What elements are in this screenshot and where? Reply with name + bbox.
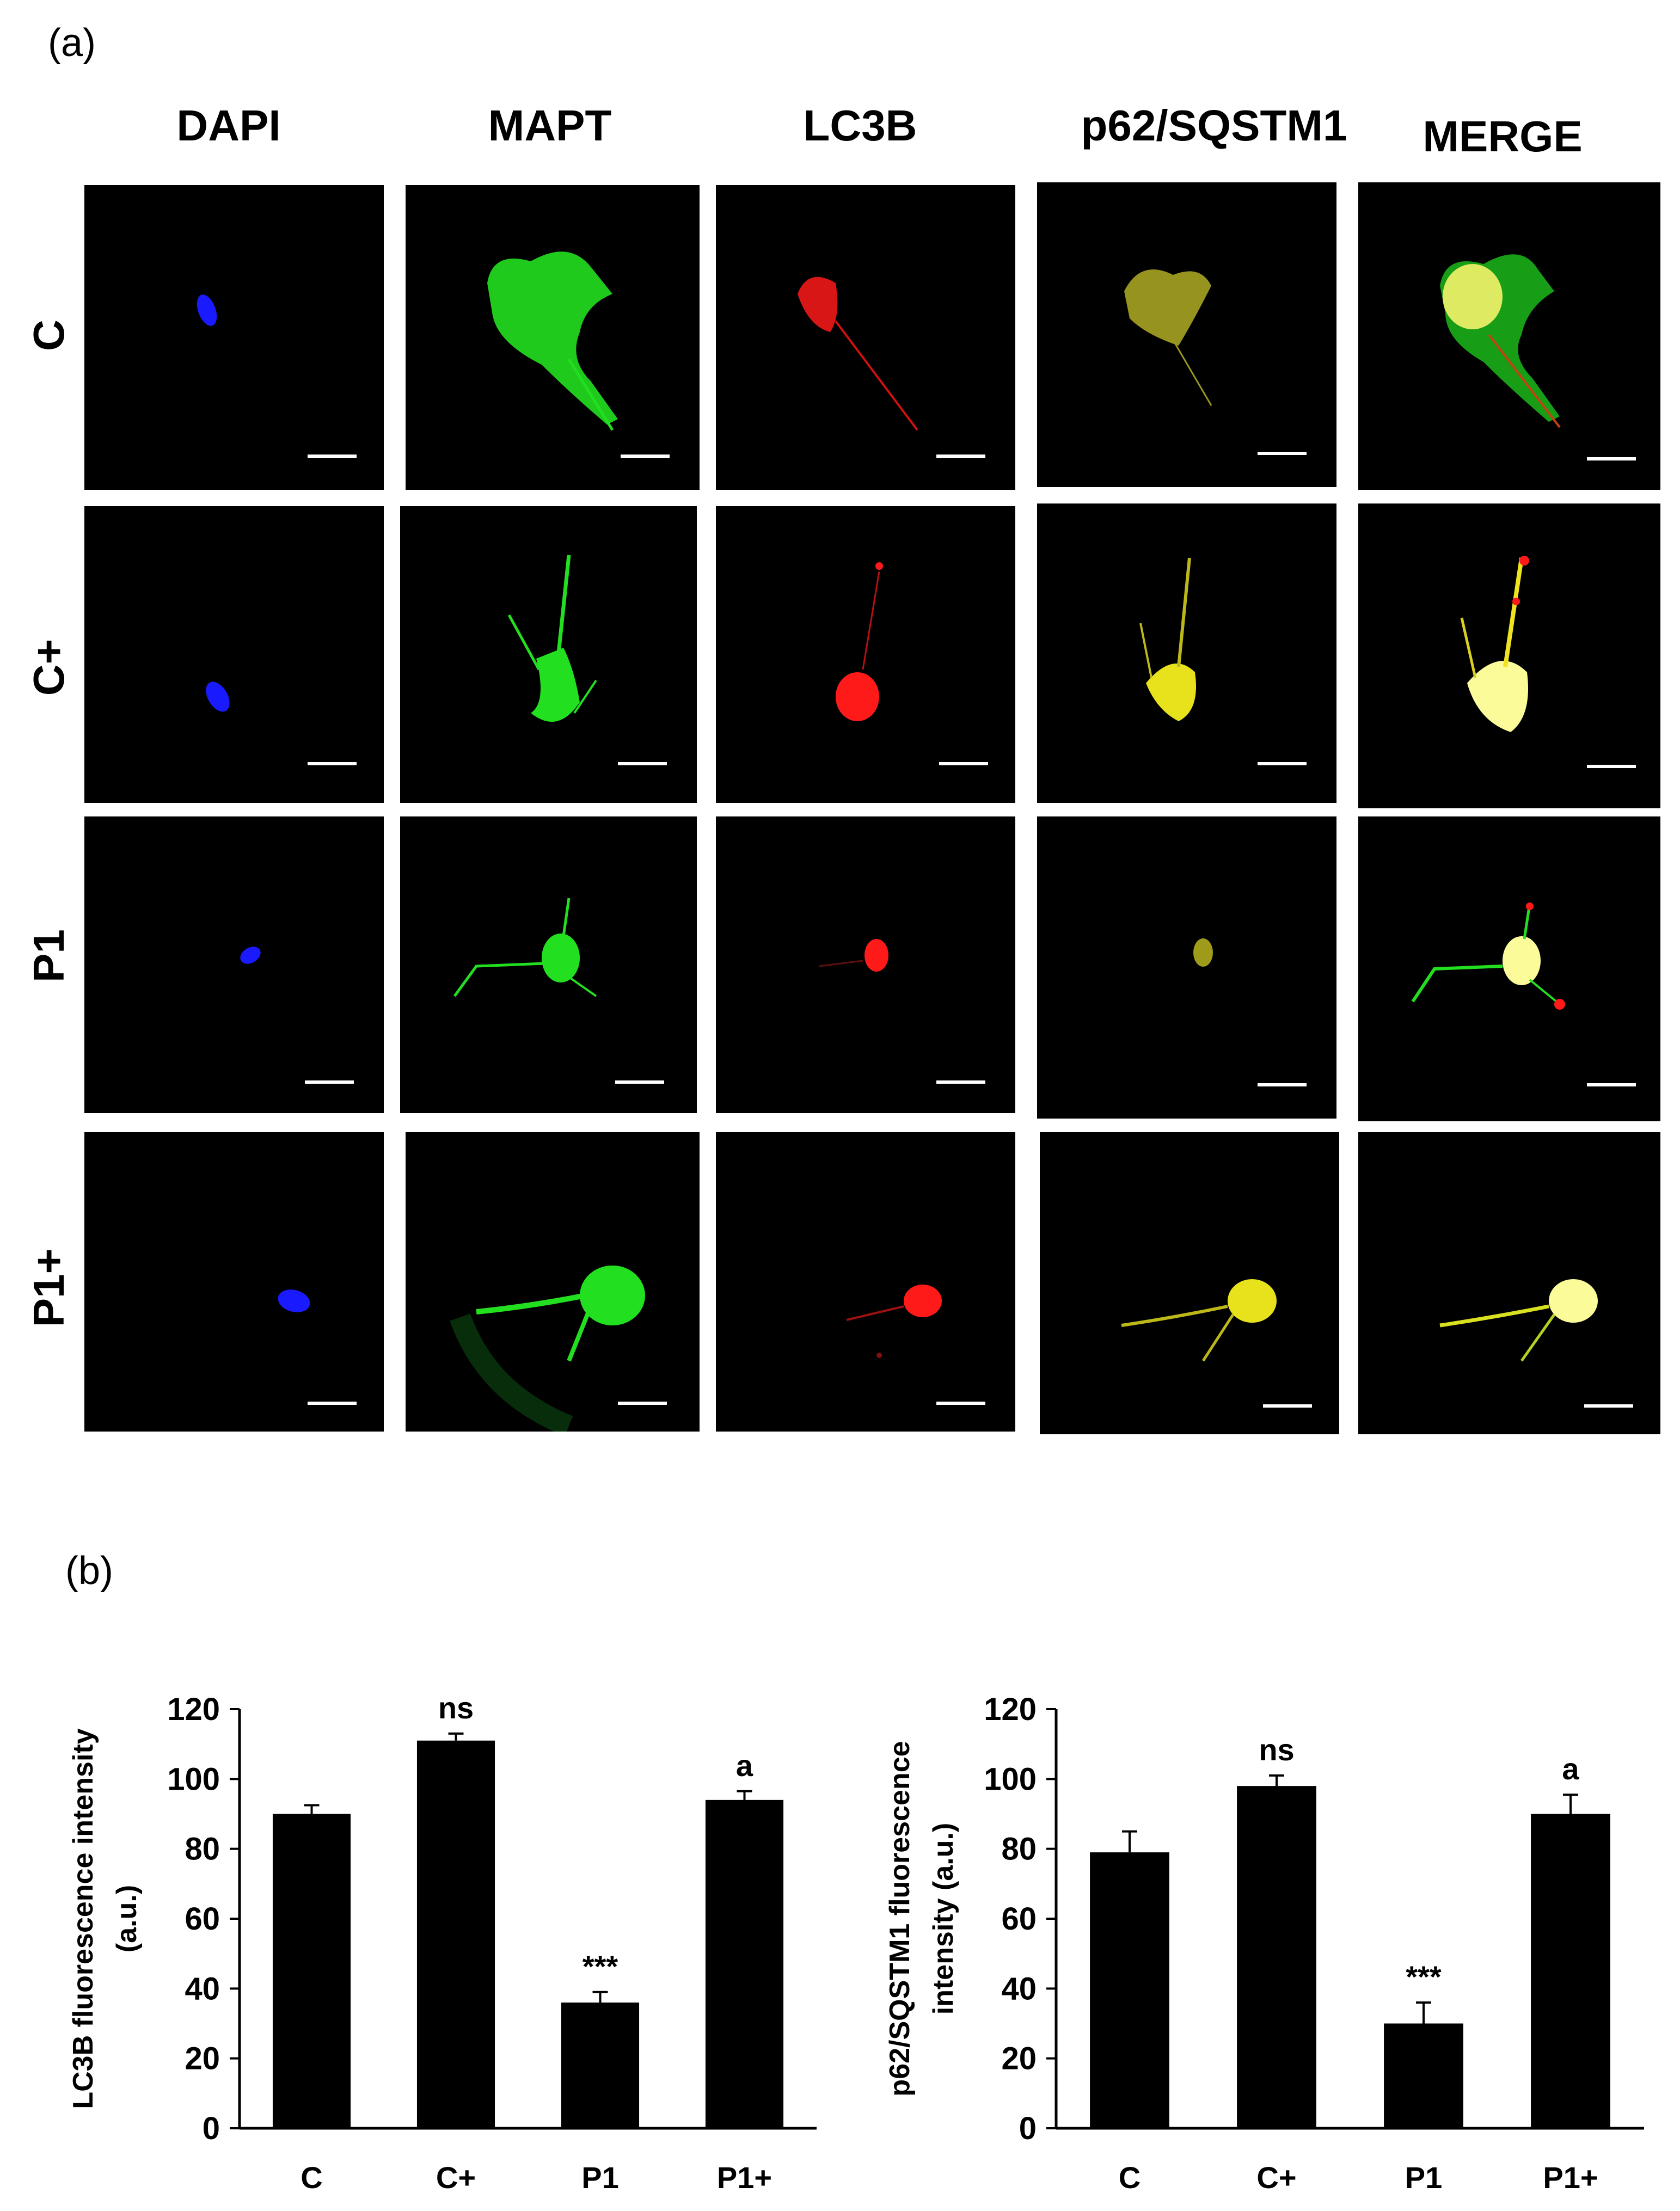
row-header-c-plus: C+ [24, 638, 73, 696]
image-p1-plus-merge [1358, 1132, 1660, 1434]
y-tick-label: 60 [185, 1901, 220, 1937]
image-p1-merge [1358, 816, 1660, 1121]
y-tick-label: 60 [1001, 1901, 1037, 1937]
column-header-merge: MERGE [1423, 112, 1583, 161]
x-tick-label: P1+ [1543, 2160, 1598, 2195]
bar [1237, 1786, 1316, 2128]
image-c-plus-p62 [1037, 503, 1336, 803]
column-header-p62: p62/SQSTM1 [1081, 101, 1347, 150]
y-tick-label: 40 [185, 1971, 220, 2006]
row-header-p1: P1 [24, 929, 73, 982]
image-p1-plus-dapi [84, 1132, 384, 1432]
image-c-p62 [1037, 182, 1336, 487]
image-p1-p62 [1037, 816, 1336, 1119]
significance-label: ns [1259, 1733, 1294, 1767]
image-c-plus-merge [1358, 503, 1660, 808]
y-tick-label: 40 [1001, 1971, 1037, 2006]
image-c-dapi [84, 185, 384, 490]
image-p1-plus-mapt [406, 1132, 700, 1432]
image-c-plus-mapt [400, 506, 697, 803]
y-axis-label-line2: (a.u.) [111, 1885, 143, 1952]
y-tick-label: 80 [1001, 1832, 1037, 1867]
chart-lc3b: 0 20 40 60 80 100 120 LC3B fluorescence intensi… [54, 1676, 838, 2210]
x-tick-label: C+ [1256, 2160, 1296, 2195]
image-c-merge [1358, 182, 1660, 490]
bar [1384, 2023, 1463, 2128]
column-header-dapi: DAPI [176, 101, 281, 150]
y-axis-label: LC3B fluorescence intensity (a.u.) [68, 1728, 143, 2109]
bar [1531, 1814, 1610, 2128]
y-tick-label: 120 [984, 1692, 1037, 1727]
y-axis-label-line1: LC3B fluorescence intensity [68, 1728, 99, 2109]
y-tick-label: 100 [984, 1761, 1037, 1797]
y-tick-label: 80 [185, 1832, 220, 1867]
column-header-lc3b: LC3B [803, 101, 917, 150]
image-c-lc3b [716, 185, 1015, 490]
significance-label: a [736, 1748, 753, 1783]
bar [1090, 1852, 1169, 2128]
significance-label: *** [583, 1949, 618, 1983]
chart-p62-svg: 0 20 40 60 80 100 120 p62/SQSTM1 fluorescence in… [884, 1692, 1644, 2195]
x-tick-label: C+ [436, 2160, 476, 2195]
x-tick-label: P1 [581, 2160, 619, 2195]
significance-label: *** [1406, 1960, 1442, 1994]
panel-a-label: (a) [48, 21, 96, 65]
image-p1-lc3b [716, 816, 1015, 1113]
column-header-mapt: MAPT [488, 101, 612, 150]
image-p1-dapi [84, 816, 384, 1113]
image-p1-plus-p62 [1040, 1132, 1339, 1434]
x-tick-label: P1+ [717, 2160, 772, 2195]
x-tick-label: C [1119, 2160, 1141, 2195]
bar [561, 2003, 640, 2128]
bar [416, 1740, 495, 2128]
chart-lc3b-svg: 0 20 40 60 80 100 120 LC3B fluorescence intensi… [68, 1691, 817, 2195]
significance-label: ns [438, 1691, 474, 1725]
image-c-mapt [406, 185, 700, 490]
panel-b-label: (b) [65, 1549, 113, 1593]
bar [272, 1814, 351, 2128]
y-axis-label-line2: intensity (a.u.) [928, 1823, 959, 2015]
y-tick-label: 120 [167, 1692, 220, 1727]
y-axis-label-line1: p62/SQSTM1 fluorescence [884, 1741, 916, 2096]
y-tick-label: 100 [167, 1761, 220, 1797]
y-tick-label: 20 [185, 2041, 220, 2077]
image-c-plus-lc3b [716, 506, 1015, 803]
x-tick-label: P1 [1405, 2160, 1443, 2195]
row-header-p1-plus: P1+ [24, 1248, 73, 1328]
y-tick-label: 0 [1019, 2111, 1037, 2146]
x-tick-label: C [301, 2160, 322, 2195]
image-p1-plus-lc3b [716, 1132, 1015, 1432]
row-header-c: C [24, 320, 73, 351]
image-c-plus-dapi [84, 506, 384, 803]
bar [705, 1799, 784, 2128]
chart-p62: 0 20 40 60 80 100 120 p62/SQSTM1 fluorescence in… [871, 1676, 1666, 2210]
image-p1-mapt [400, 816, 697, 1113]
y-axis-label: p62/SQSTM1 fluorescence intensity (a.u.) [884, 1741, 959, 2096]
y-tick-label: 0 [203, 2111, 220, 2146]
y-tick-label: 20 [1001, 2041, 1037, 2077]
significance-label: a [1562, 1752, 1579, 1786]
